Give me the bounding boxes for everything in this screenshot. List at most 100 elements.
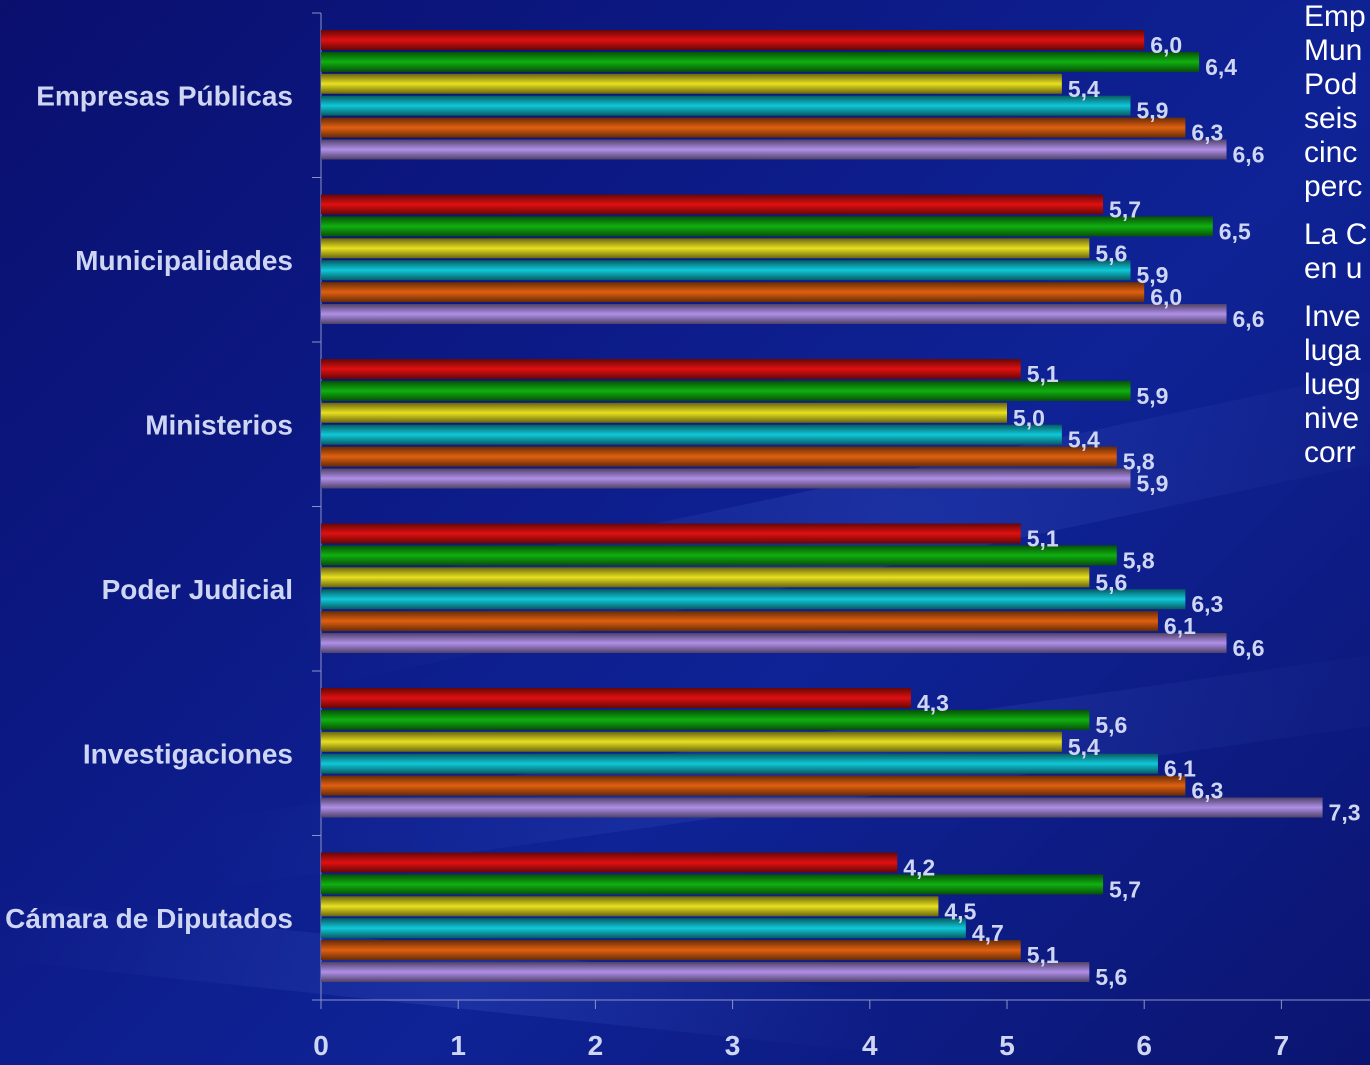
bar — [321, 775, 1186, 796]
data-label: 6,3 — [1191, 120, 1223, 146]
data-label: 5,8 — [1123, 547, 1155, 573]
side-line: perc — [1304, 170, 1363, 203]
side-line: Mun — [1304, 34, 1363, 67]
data-label: 5,7 — [1109, 197, 1141, 223]
data-label: 6,6 — [1233, 635, 1265, 661]
data-label: 4,5 — [944, 898, 976, 924]
chart-bars — [321, 30, 1323, 982]
bar — [321, 380, 1131, 401]
bar — [321, 139, 1227, 160]
side-paragraph-1: Emp Mun Pod seis cinc perc — [1304, 0, 1370, 204]
data-label: 5,0 — [1013, 405, 1045, 431]
side-line: en u — [1304, 252, 1363, 285]
data-label: 4,2 — [903, 855, 935, 881]
bar — [321, 709, 1090, 730]
bar — [321, 216, 1213, 237]
category-label: Poder Judicial — [102, 574, 293, 605]
data-label: 6,0 — [1150, 284, 1182, 310]
side-text-panel: Emp Mun Pod seis cinc perc La C en u Inv… — [1304, 0, 1370, 484]
bar — [321, 688, 911, 708]
data-label: 6,0 — [1150, 32, 1182, 58]
x-tick-label: 7 — [1274, 1030, 1290, 1061]
data-label: 5,4 — [1068, 76, 1100, 102]
x-tick-label: 3 — [725, 1030, 741, 1061]
bar — [321, 304, 1227, 324]
data-label: 7,3 — [1329, 800, 1361, 826]
data-label: 6,1 — [1164, 613, 1196, 639]
bar — [321, 51, 1200, 72]
x-tick-label: 0 — [313, 1030, 329, 1061]
data-label: 6,3 — [1191, 591, 1223, 617]
data-label: 6,3 — [1191, 778, 1223, 804]
data-label: 5,4 — [1068, 734, 1100, 760]
data-label: 5,1 — [1027, 942, 1059, 968]
side-line: luga — [1304, 334, 1361, 367]
x-tick-label: 2 — [588, 1030, 604, 1061]
bar — [321, 359, 1021, 379]
bar — [321, 633, 1227, 653]
data-label: 5,6 — [1095, 240, 1127, 266]
bar — [321, 874, 1104, 895]
x-tick-label: 6 — [1136, 1030, 1152, 1061]
category-label: Ministerios — [145, 409, 293, 440]
bar — [321, 523, 1021, 544]
side-line: corr — [1304, 436, 1356, 469]
data-label: 5,7 — [1109, 876, 1141, 902]
x-tick-label: 5 — [999, 1030, 1015, 1061]
bar — [321, 797, 1323, 818]
bar — [321, 30, 1145, 50]
bar — [321, 238, 1090, 259]
data-label: 4,3 — [917, 690, 949, 716]
chart-labels: 0 1 2 3 4 5 6 7 Empresas Públicas 6,0 6,4 5,4 5,9 6,3… — [5, 32, 1360, 1061]
bar — [321, 896, 939, 917]
bar — [321, 567, 1090, 588]
bar — [321, 95, 1131, 116]
bar — [321, 852, 898, 873]
bar — [321, 260, 1131, 281]
bar — [321, 589, 1186, 610]
bar — [321, 468, 1131, 489]
category-label: Cámara de Diputados — [5, 903, 293, 934]
side-line: Pod — [1304, 68, 1358, 101]
bar — [321, 282, 1145, 303]
data-label: 5,9 — [1136, 262, 1168, 288]
x-tick-label: 1 — [450, 1030, 466, 1061]
data-label: 5,4 — [1068, 427, 1100, 453]
bar — [321, 731, 1062, 752]
bar — [321, 446, 1117, 467]
bar — [321, 194, 1104, 215]
side-line: La C — [1304, 218, 1368, 251]
data-label: 5,9 — [1136, 98, 1168, 124]
category-label: Empresas Públicas — [36, 80, 293, 111]
side-paragraph-2: La C en u — [1304, 218, 1370, 286]
data-label: 6,6 — [1233, 142, 1265, 168]
data-label: 5,6 — [1095, 712, 1127, 738]
bar — [321, 753, 1158, 774]
bar — [321, 545, 1117, 566]
side-paragraph-3: Inve luga lueg nive corr — [1304, 300, 1370, 470]
data-label: 6,6 — [1233, 306, 1265, 332]
data-label: 5,6 — [1095, 964, 1127, 990]
side-line: Emp — [1304, 0, 1366, 33]
data-label: 5,9 — [1136, 383, 1168, 409]
bar — [321, 73, 1062, 94]
bar — [321, 940, 1021, 961]
data-label: 6,1 — [1164, 756, 1196, 782]
side-line: cinc — [1304, 136, 1358, 169]
bar — [321, 611, 1158, 632]
data-label: 5,1 — [1027, 526, 1059, 552]
data-label: 6,5 — [1219, 218, 1251, 244]
side-line: seis — [1304, 102, 1358, 135]
bar — [321, 962, 1090, 982]
bar — [321, 117, 1186, 138]
data-label: 6,4 — [1205, 54, 1237, 80]
bar — [321, 424, 1062, 445]
bar — [321, 402, 1007, 423]
chart-axes — [312, 12, 1370, 1009]
side-line: lueg — [1304, 368, 1361, 401]
side-line: nive — [1304, 402, 1360, 435]
bar — [321, 918, 966, 939]
x-tick-label: 4 — [862, 1030, 878, 1061]
data-label: 5,6 — [1095, 569, 1127, 595]
